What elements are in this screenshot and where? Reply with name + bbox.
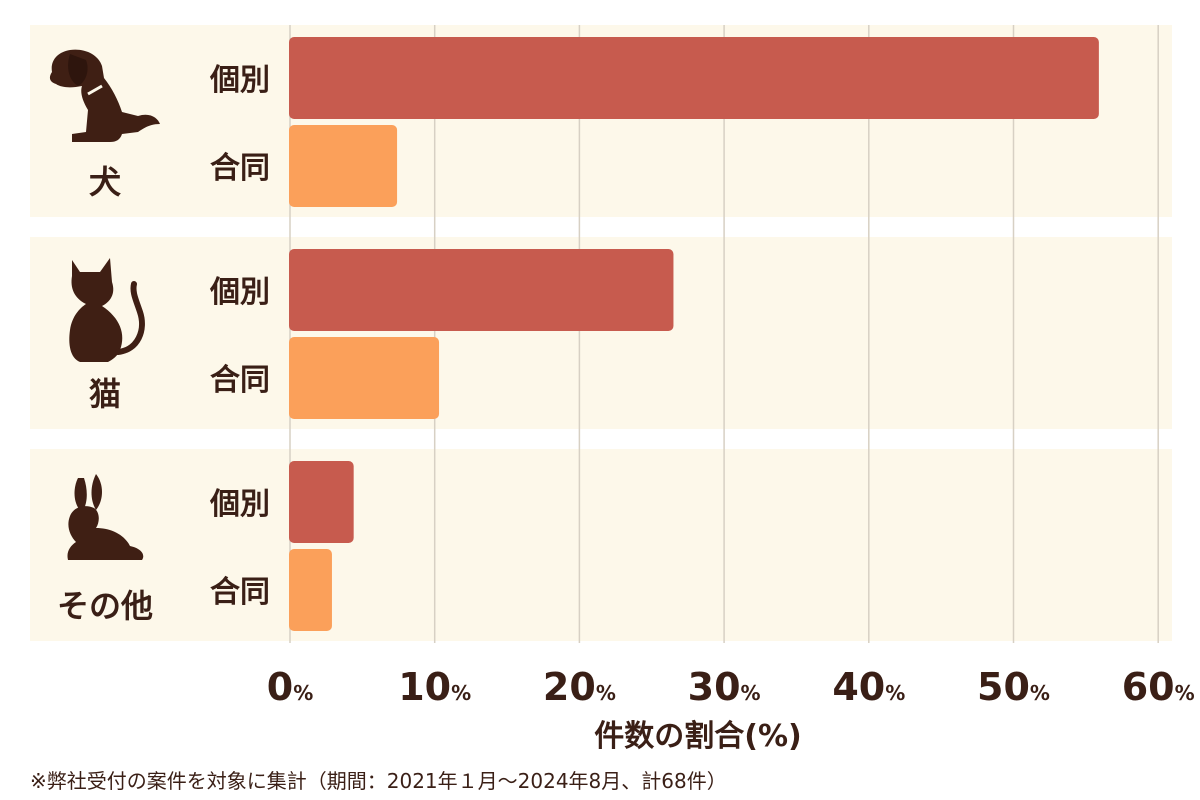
series-label: 個別 bbox=[209, 487, 270, 522]
rabbit-icon bbox=[67, 474, 144, 560]
bar-個別 bbox=[289, 37, 1099, 119]
bar-個別 bbox=[289, 461, 354, 543]
footnote: ※弊社受付の案件を対象に集計（期間：2021年１月〜2024年8月、計68件） bbox=[30, 769, 727, 793]
bar-合同 bbox=[289, 125, 398, 207]
cat-icon bbox=[69, 258, 145, 362]
category-label: その他 bbox=[57, 587, 153, 625]
series-label: 個別 bbox=[209, 63, 270, 98]
tick-label: 30% bbox=[688, 665, 761, 709]
category-label: 猫 bbox=[89, 375, 121, 413]
tick-label: 60% bbox=[1122, 665, 1195, 709]
bar-合同 bbox=[289, 337, 440, 419]
bar-個別 bbox=[289, 249, 674, 331]
category-label: 犬 bbox=[89, 163, 121, 201]
series-label: 合同 bbox=[210, 151, 270, 186]
tick-label: 40% bbox=[832, 665, 905, 709]
tick-label: 50% bbox=[977, 665, 1050, 709]
x-axis-title: 件数の割合(%) bbox=[594, 719, 801, 754]
tick-label: 10% bbox=[398, 665, 471, 709]
tick-label: 20% bbox=[543, 665, 616, 709]
bar-合同 bbox=[289, 549, 332, 631]
tick-label: 0% bbox=[267, 665, 314, 709]
series-label: 個別 bbox=[209, 275, 270, 310]
series-label: 合同 bbox=[210, 575, 270, 610]
series-label: 合同 bbox=[210, 363, 270, 398]
category-panel bbox=[30, 449, 1172, 641]
dog-icon bbox=[49, 49, 161, 142]
